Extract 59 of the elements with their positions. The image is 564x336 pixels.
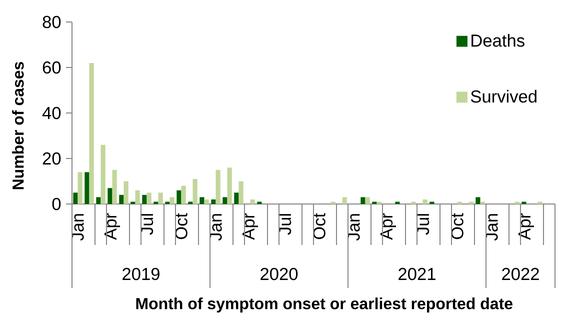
bar <box>158 192 163 204</box>
bar <box>84 172 90 204</box>
x-tick-label: Apr <box>380 213 396 240</box>
x-tick-label: Jan <box>486 214 498 241</box>
legend-label: Deaths <box>472 34 524 47</box>
bar <box>96 197 101 204</box>
x-tick-label: Apr <box>242 213 258 240</box>
x-tick-label: Oct <box>451 213 464 240</box>
bar <box>176 190 182 204</box>
bar <box>78 172 82 204</box>
x-tick-label: Oct <box>175 213 188 240</box>
y-tick-label: 20 <box>42 152 61 165</box>
bar <box>108 188 112 204</box>
bar <box>192 178 198 204</box>
legend-label: Survived <box>470 90 536 103</box>
bar <box>112 170 117 204</box>
bar <box>227 168 232 204</box>
bar <box>342 197 347 204</box>
bar <box>222 197 228 204</box>
x-tick-label: Apr <box>104 213 120 240</box>
text: 2019 <box>122 268 160 280</box>
x-tick-label: Jul <box>140 214 154 235</box>
x-tick-label: Jul <box>278 214 292 235</box>
bar <box>211 199 216 204</box>
y-axis-title: Number of cases <box>12 62 24 190</box>
bar <box>146 192 152 204</box>
bar <box>216 170 220 204</box>
bar <box>119 194 124 204</box>
bar <box>181 186 186 204</box>
y-tick-label: 80 <box>42 16 61 28</box>
y-tick-label: 60 <box>42 61 61 74</box>
bar <box>124 181 128 204</box>
x-tick-label: Jan <box>210 214 222 241</box>
x-tick-label: Jan <box>72 214 84 241</box>
bar <box>360 197 366 204</box>
bar <box>365 197 370 204</box>
x-tick-label: Apr <box>518 213 534 240</box>
bar <box>238 181 244 204</box>
bar <box>89 62 94 204</box>
bar <box>100 144 106 204</box>
text: 2021 <box>398 268 436 280</box>
bar <box>142 194 147 204</box>
bar <box>234 192 239 204</box>
bar <box>204 199 209 204</box>
x-tick-label: Oct <box>313 213 326 240</box>
x-tick-label: Jul <box>416 214 430 235</box>
y-tick-label: 0 <box>52 198 61 210</box>
text: 2022 <box>502 268 539 280</box>
x-tick-label: Jan <box>348 214 360 241</box>
bar <box>135 190 140 204</box>
bar <box>250 199 255 204</box>
bar <box>73 192 78 204</box>
bar <box>422 199 428 204</box>
text: 2020 <box>260 268 298 280</box>
bar <box>200 197 204 204</box>
x-axis-title: Month of symptom onset or earliest reported date <box>136 298 512 312</box>
bar <box>476 197 480 204</box>
y-tick-label: 40 <box>42 106 61 120</box>
bar <box>170 197 174 204</box>
